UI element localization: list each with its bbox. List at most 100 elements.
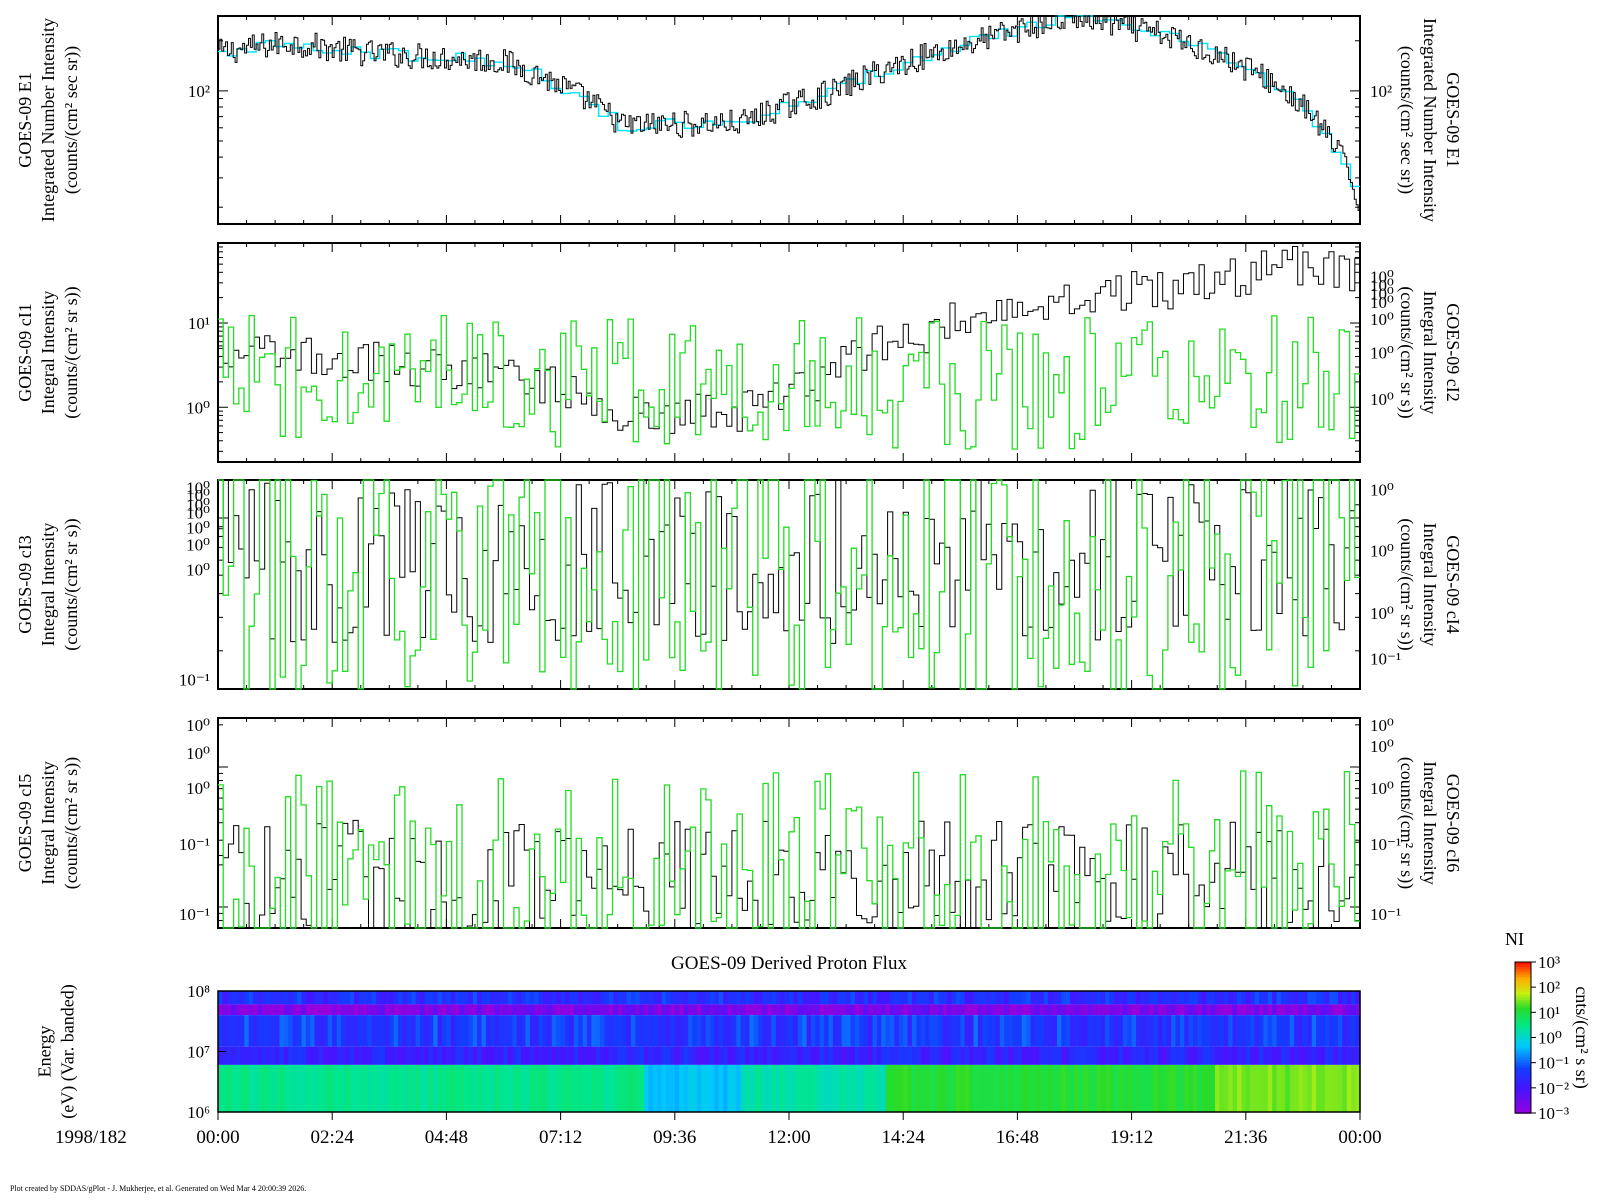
- heatmap-cell: [969, 1064, 975, 1112]
- colorbar-cell: [1515, 1050, 1531, 1054]
- heatmap-cell: [512, 1046, 518, 1065]
- heatmap-cell: [797, 1004, 803, 1016]
- heatmap-cell: [1087, 991, 1093, 1005]
- heatmap-cell: [266, 1015, 272, 1047]
- heatmap-cell: [753, 1004, 759, 1016]
- heatmap-cell: [1250, 1015, 1256, 1047]
- colorbar-cell: [1515, 1037, 1531, 1041]
- heatmap-cell: [613, 991, 619, 1005]
- heatmap-cell: [898, 1004, 904, 1016]
- colorbar-cell: [1515, 1052, 1531, 1056]
- heatmap-cell: [1131, 1004, 1137, 1016]
- heatmap-cell: [925, 1004, 931, 1016]
- heatmap-cell: [824, 1064, 830, 1112]
- heatmap-cell: [240, 1046, 245, 1065]
- heatmap-cell: [916, 1064, 922, 1112]
- colorbar-cell: [1515, 1030, 1531, 1034]
- heatmap-cell: [1039, 1004, 1045, 1016]
- panel-3-left-tick-label: 10⁰: [186, 779, 210, 798]
- heatmap-cell: [960, 1004, 966, 1016]
- heatmap-cell: [674, 1004, 680, 1016]
- heatmap-cell: [595, 1046, 601, 1065]
- heatmap-cell: [876, 1064, 882, 1112]
- heatmap-cell: [841, 991, 847, 1005]
- heatmap-cell: [424, 1004, 430, 1016]
- heatmap-cell: [551, 991, 557, 1005]
- heatmap-cell: [551, 1064, 557, 1112]
- heatmap-cell: [494, 991, 500, 1005]
- heatmap-cell: [1311, 1015, 1317, 1047]
- colorbar-tick-label: 10⁻²: [1538, 1079, 1569, 1098]
- heatmap-cell: [819, 1046, 825, 1065]
- heatmap-cell: [999, 1064, 1005, 1112]
- heatmap-cell: [705, 1015, 711, 1047]
- heatmap-cell: [854, 991, 860, 1005]
- heatmap-cell: [718, 1064, 724, 1112]
- heatmap-cell: [244, 1064, 250, 1112]
- colorbar-cell: [1515, 1032, 1531, 1036]
- heatmap-cell: [1056, 991, 1062, 1005]
- heatmap-cell: [1179, 1015, 1185, 1047]
- heatmap-cell: [235, 1046, 241, 1065]
- heatmap-cell: [1035, 1064, 1040, 1112]
- heatmap-cell: [626, 1046, 632, 1065]
- colorbar-cell: [1515, 979, 1531, 983]
- heatmap-cell: [863, 1004, 869, 1016]
- heatmap-cell: [942, 1015, 948, 1047]
- heatmap-cell: [679, 1046, 685, 1065]
- heatmap-cell: [1267, 1046, 1273, 1065]
- heatmap-cell: [301, 1004, 307, 1016]
- heatmap-cell: [516, 991, 522, 1005]
- heatmap-cell: [666, 1064, 671, 1112]
- heatmap-cell: [1171, 1015, 1177, 1047]
- panel-2-right-tick-label: 10⁻¹: [1370, 650, 1401, 669]
- heatmap-cell: [723, 1015, 729, 1047]
- heatmap-cell: [991, 1064, 996, 1112]
- heatmap-cell: [714, 1004, 720, 1016]
- heatmap-cell: [525, 1064, 531, 1112]
- colorbar-cell: [1515, 1110, 1531, 1114]
- panel-1-left-label-line: Integral Intensity: [38, 291, 58, 414]
- heatmap-cell: [437, 1004, 443, 1016]
- heatmap-cell: [288, 1046, 294, 1065]
- heatmap-cell: [314, 991, 320, 1005]
- heatmap-cell: [336, 1046, 342, 1065]
- heatmap-cell: [872, 1004, 878, 1016]
- heatmap-cell: [507, 1064, 513, 1112]
- panel-3-left-tick-label: 10⁰: [186, 744, 210, 763]
- heatmap-cell: [354, 991, 360, 1005]
- heatmap-cell: [925, 1015, 931, 1047]
- heatmap-cell: [1114, 1046, 1119, 1065]
- heatmap-cell: [354, 1004, 360, 1016]
- heatmap-cell: [411, 1004, 417, 1016]
- heatmap-cell: [1074, 1064, 1080, 1112]
- colorbar-tick-label: 10²: [1538, 978, 1560, 997]
- heatmap-cell: [797, 1064, 803, 1112]
- heatmap-cell: [960, 1015, 966, 1047]
- heatmap-cell: [428, 1064, 434, 1112]
- heatmap-cell: [327, 1064, 333, 1112]
- panel-0-right-tick-label: 10²: [1370, 82, 1392, 101]
- heatmap-cell: [248, 991, 254, 1005]
- heatmap-cell: [1149, 1015, 1155, 1047]
- heatmap-cell: [955, 1004, 961, 1016]
- heatmap-cell: [235, 1015, 241, 1047]
- heatmap-cell: [573, 1046, 579, 1065]
- heatmap-cell: [1105, 1064, 1111, 1112]
- heatmap-cell: [314, 1064, 320, 1112]
- heatmap-cell: [1109, 1064, 1115, 1112]
- heatmap-cell: [657, 1046, 663, 1065]
- heatmap-cell: [1070, 991, 1076, 1005]
- heatmap-cell: [1267, 1004, 1273, 1016]
- heatmap-cell: [472, 1046, 478, 1065]
- heatmap-cell: [384, 1004, 390, 1016]
- heatmap-cell: [841, 1046, 847, 1065]
- heatmap-cell: [556, 1004, 562, 1016]
- heatmap-cell: [955, 1046, 961, 1065]
- heatmap-cell: [292, 1046, 298, 1065]
- heatmap-cell: [973, 1064, 979, 1112]
- heatmap-cell: [582, 1015, 588, 1047]
- colorbar-tick-label: 10¹: [1538, 1003, 1560, 1022]
- heatmap-cell: [332, 1046, 338, 1065]
- heatmap-cell: [986, 991, 992, 1005]
